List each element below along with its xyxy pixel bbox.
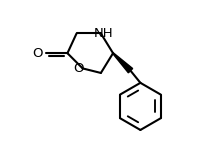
Text: NH: NH xyxy=(93,27,113,40)
Polygon shape xyxy=(113,53,133,73)
Text: O: O xyxy=(73,62,84,75)
Text: O: O xyxy=(32,47,42,60)
